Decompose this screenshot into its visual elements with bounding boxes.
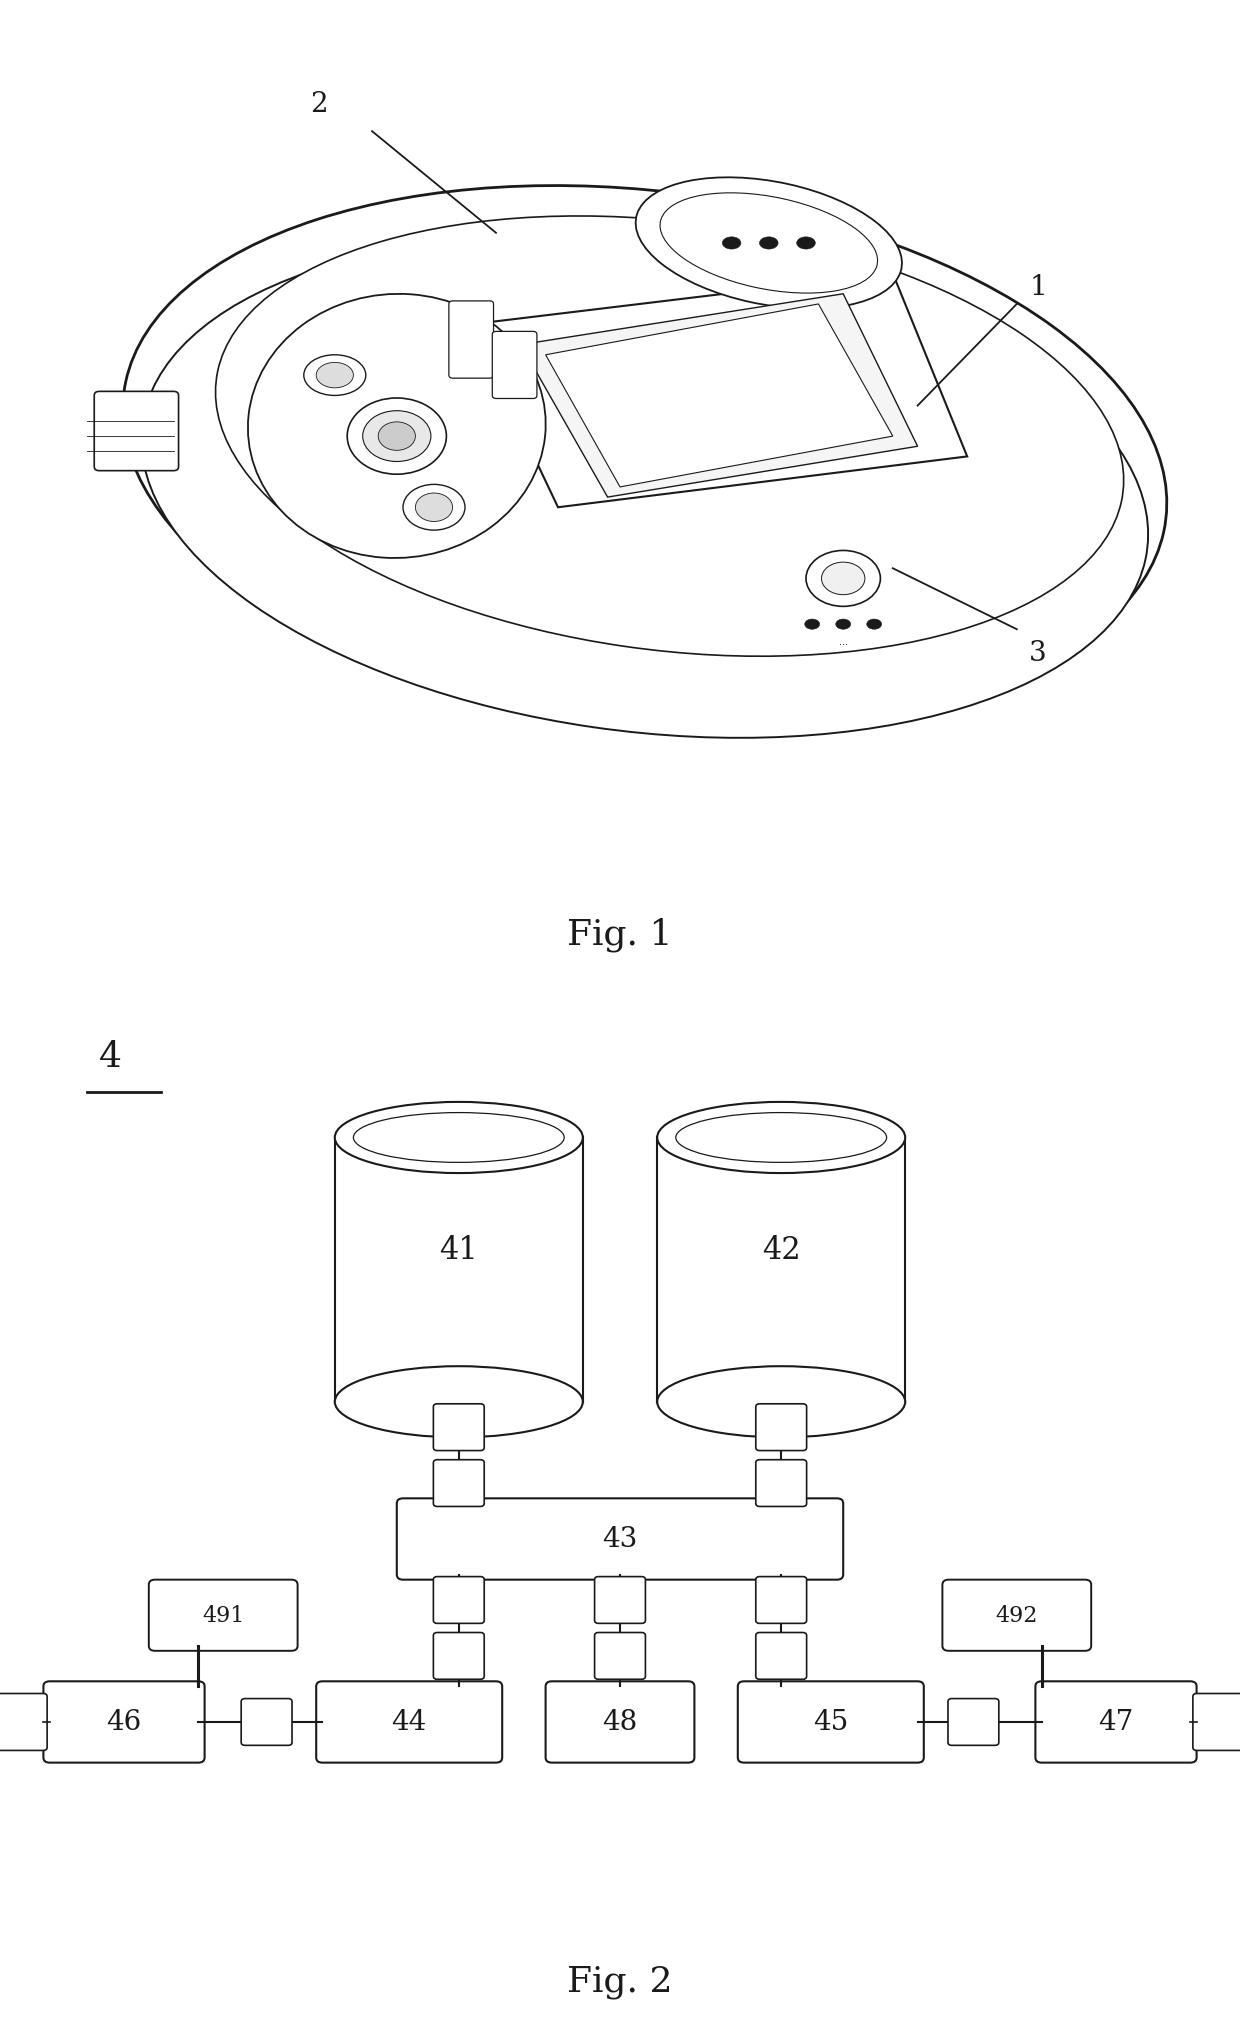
Text: Fig. 2: Fig. 2 <box>567 1965 673 1997</box>
Ellipse shape <box>722 238 742 250</box>
Ellipse shape <box>806 551 880 608</box>
FancyBboxPatch shape <box>149 1581 298 1650</box>
Text: 2: 2 <box>310 91 327 118</box>
Text: 491: 491 <box>202 1605 244 1626</box>
FancyBboxPatch shape <box>756 1404 806 1451</box>
Ellipse shape <box>248 295 546 559</box>
Bar <box>657 1138 905 1402</box>
Text: 48: 48 <box>603 1709 637 1735</box>
Ellipse shape <box>335 1101 583 1172</box>
Ellipse shape <box>378 423 415 451</box>
Ellipse shape <box>676 1114 887 1162</box>
Text: 42: 42 <box>761 1233 801 1266</box>
FancyBboxPatch shape <box>546 1682 694 1762</box>
Ellipse shape <box>403 486 465 530</box>
Text: 47: 47 <box>1099 1709 1133 1735</box>
FancyBboxPatch shape <box>434 1459 485 1508</box>
Ellipse shape <box>657 1101 905 1172</box>
FancyBboxPatch shape <box>94 392 179 471</box>
Ellipse shape <box>123 187 1167 727</box>
FancyBboxPatch shape <box>942 1581 1091 1650</box>
Polygon shape <box>471 274 967 508</box>
FancyBboxPatch shape <box>241 1699 293 1745</box>
Text: 4: 4 <box>99 1040 123 1073</box>
Ellipse shape <box>335 1366 583 1439</box>
FancyBboxPatch shape <box>434 1634 485 1678</box>
FancyBboxPatch shape <box>492 331 537 398</box>
Text: Fig. 1: Fig. 1 <box>567 918 673 951</box>
Ellipse shape <box>347 398 446 475</box>
FancyBboxPatch shape <box>43 1682 205 1762</box>
Ellipse shape <box>353 1114 564 1162</box>
Text: 46: 46 <box>107 1709 141 1735</box>
Text: 41: 41 <box>439 1233 479 1266</box>
FancyBboxPatch shape <box>595 1634 646 1678</box>
Text: 492: 492 <box>996 1605 1038 1626</box>
Ellipse shape <box>415 494 453 522</box>
Ellipse shape <box>867 620 882 630</box>
Ellipse shape <box>216 217 1123 656</box>
Ellipse shape <box>797 238 816 250</box>
Ellipse shape <box>821 563 866 595</box>
Bar <box>335 1138 583 1402</box>
FancyBboxPatch shape <box>1193 1695 1240 1750</box>
Ellipse shape <box>141 238 1148 738</box>
FancyBboxPatch shape <box>1035 1682 1197 1762</box>
Polygon shape <box>521 295 918 498</box>
Ellipse shape <box>636 179 901 309</box>
Text: 3: 3 <box>1029 640 1047 666</box>
FancyBboxPatch shape <box>316 1682 502 1762</box>
Text: 43: 43 <box>603 1526 637 1552</box>
Ellipse shape <box>805 620 820 630</box>
FancyBboxPatch shape <box>0 1695 47 1750</box>
FancyBboxPatch shape <box>434 1404 485 1451</box>
Ellipse shape <box>657 1366 905 1439</box>
Text: 1: 1 <box>1029 274 1047 301</box>
FancyBboxPatch shape <box>756 1634 806 1678</box>
FancyBboxPatch shape <box>756 1459 806 1508</box>
Ellipse shape <box>362 410 432 461</box>
FancyBboxPatch shape <box>949 1699 999 1745</box>
Text: ...: ... <box>838 638 848 646</box>
FancyBboxPatch shape <box>595 1577 646 1624</box>
FancyBboxPatch shape <box>738 1682 924 1762</box>
FancyBboxPatch shape <box>449 301 494 378</box>
Ellipse shape <box>660 193 878 295</box>
Text: 45: 45 <box>813 1709 848 1735</box>
FancyBboxPatch shape <box>397 1500 843 1581</box>
FancyBboxPatch shape <box>756 1577 806 1624</box>
FancyBboxPatch shape <box>434 1577 485 1624</box>
Polygon shape <box>546 305 893 488</box>
Text: 44: 44 <box>392 1709 427 1735</box>
Ellipse shape <box>759 238 779 250</box>
Ellipse shape <box>836 620 851 630</box>
Ellipse shape <box>316 364 353 388</box>
Ellipse shape <box>304 356 366 396</box>
